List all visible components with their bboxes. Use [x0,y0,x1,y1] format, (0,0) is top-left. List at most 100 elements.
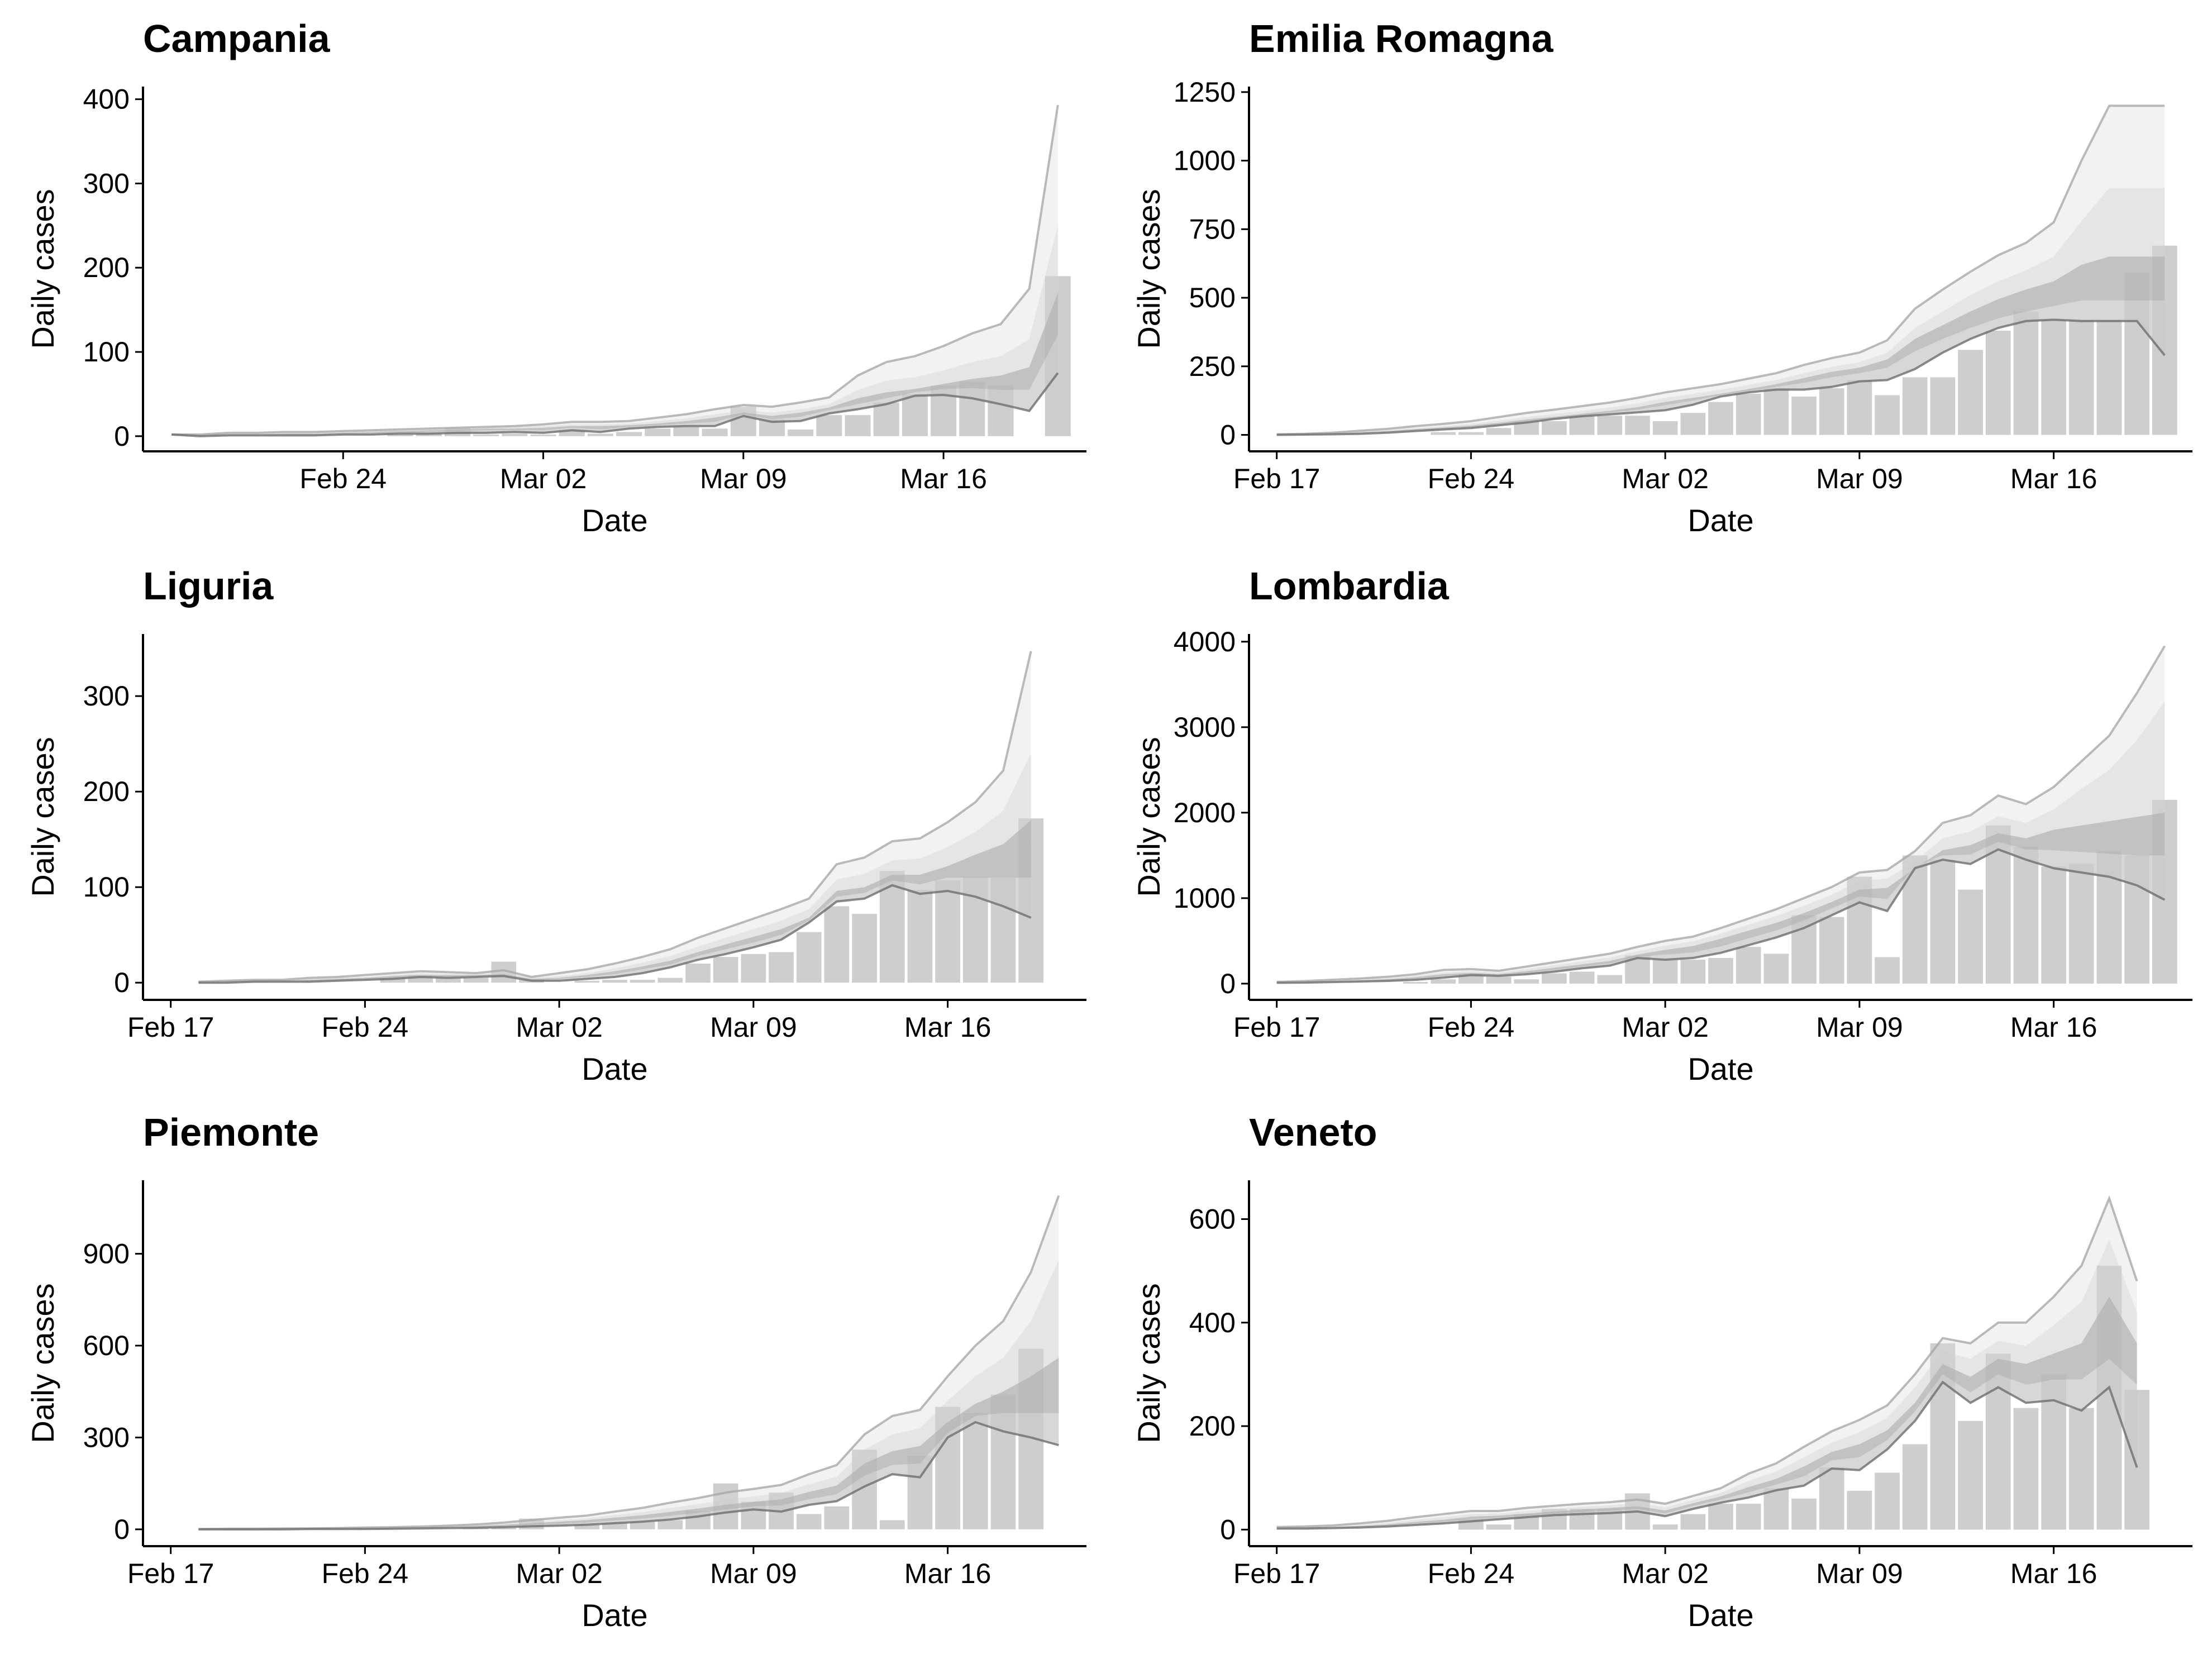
band-outer [198,651,1031,983]
x-tick-label: Feb 17 [127,1012,214,1043]
panel-title: Emilia Romagna [1249,17,1554,60]
panel-title: Veneto [1249,1110,1377,1154]
x-tick-label: Mar 09 [1816,1558,1903,1589]
x-tick-label: Feb 24 [299,463,387,494]
bar-feb-23 [1431,432,1456,435]
lower-bound-line [171,372,1059,437]
y-tick-label: 0 [114,967,130,998]
bar-feb-23 [1431,979,1456,984]
x-tick-label: Mar 16 [900,463,987,494]
y-tick-label: 300 [83,1422,130,1453]
x-tick-label: Mar 02 [500,463,587,494]
bar-mar-13 [1958,1420,1983,1530]
bar-mar-11 [796,932,822,983]
bar-mar-12 [1930,1343,1956,1530]
panel-title: Piemonte [143,1110,319,1154]
bar-mar-08 [1819,917,1844,984]
y-tick-label: 750 [1189,213,1236,245]
bar-mar-08 [1819,1467,1844,1530]
bar-mar-13 [845,415,871,436]
bar-mar-17 [962,1413,988,1529]
bar-mar-03 [1680,413,1706,435]
y-tick-label: 0 [114,1514,130,1545]
x-axis-title: Date [581,1051,647,1086]
bar-feb-28 [1569,971,1595,984]
y-tick-label: 900 [83,1238,130,1270]
x-tick-label: Feb 24 [322,1012,409,1043]
bar-mar-14 [1985,330,2011,435]
forecast-bands [198,1195,1060,1531]
band-middle [198,1357,1059,1529]
lower-bound-line [1276,1380,2138,1530]
bars [1403,799,2177,984]
bar-mar-13 [1958,889,1983,984]
bar-feb-25 [1486,1524,1512,1530]
y-axis-title: Daily cases [25,189,60,349]
bar-mar-16 [2041,866,2066,984]
bar-mar-11 [1902,1444,1928,1530]
upper-bound-line [171,104,1059,436]
y-tick-label: 1000 [1174,145,1236,177]
panel-veneto: Veneto 0 200 400 600 Feb 17 Feb 24 Mar 02 Mar 09… [1131,1110,2192,1633]
x-tick-label: Feb 24 [1428,1558,1515,1589]
bar-mar-09 [741,1501,766,1529]
x-tick-label: Mar 02 [1622,1012,1709,1043]
y-tick-label: 3000 [1174,712,1236,743]
y-tick-label: 100 [83,871,130,903]
forecast-bands [1276,104,2166,436]
band-inner [198,1357,1059,1529]
bar-mar-18 [2096,320,2122,435]
bar-mar-15 [907,890,933,983]
y-tick-label: 400 [83,84,130,115]
x-tick-label: Mar 16 [904,1558,991,1589]
panel-piemonte: Piemonte 0 300 600 900 Feb 17 Feb 24 Mar 02 Mar … [25,1110,1086,1633]
panel-campania: Campania 0 100 200 300 400 Feb 24 Mar 02 Mar 09 M… [25,17,1086,538]
bar-mar-18 [990,1394,1016,1529]
y-axis-title: Daily cases [1131,189,1166,349]
bar-feb-28 [1569,416,1595,435]
bar-mar-15 [2013,311,2039,435]
bar-mar-18 [2096,1265,2122,1530]
x-tick-label: Feb 24 [322,1558,409,1589]
bar-mar-17 [2068,864,2094,984]
bar-mar-09 [1847,1490,1872,1530]
x-tick-label: Mar 09 [710,1558,797,1589]
bar-mar-19 [2124,855,2150,984]
y-tick-label: 600 [83,1330,130,1361]
x-axis-title: Date [581,503,647,538]
bar-mar-14 [1985,1353,2011,1530]
y-tick-label: 400 [1189,1307,1236,1338]
bar-feb-28 [1569,1509,1595,1530]
y-tick-label: 100 [83,336,130,368]
upper-bound-line [1276,645,2166,983]
bar-mar-18 [2096,851,2122,984]
bar-mar-03 [574,1524,600,1529]
band-upper [198,753,1031,983]
bars [1458,1265,2150,1530]
bar-feb-29 [473,434,499,436]
x-tick-label: Feb 24 [1428,463,1515,494]
bar-mar-07 [685,1510,711,1529]
bar-mar-15 [2013,847,2039,984]
bar-mar-06 [657,978,683,983]
bar-feb-22 [1403,981,1428,984]
y-tick-label: 0 [114,421,130,452]
bar-mar-07 [1791,396,1817,435]
bar-mar-10 [1875,957,1900,984]
bar-mar-03 [574,980,600,983]
bar-mar-07 [685,964,711,983]
x-axis-title: Date [1687,1051,1753,1086]
y-tick-label: 0 [1220,1514,1236,1545]
bar-mar-12 [1930,377,1956,435]
upper-bound-line [1276,1195,2138,1528]
band-middle [1276,256,2165,435]
bar-feb-25 [380,978,406,983]
bar-mar-06 [645,428,671,436]
lower-bound-line [1276,318,2166,436]
bar-feb-27 [1542,973,1567,984]
x-tick-label: Mar 09 [1816,1012,1903,1043]
bar-feb-29 [1597,975,1623,984]
y-tick-label: 250 [1189,351,1236,382]
bar-mar-02 [1652,421,1678,435]
band-middle [1276,812,2165,983]
